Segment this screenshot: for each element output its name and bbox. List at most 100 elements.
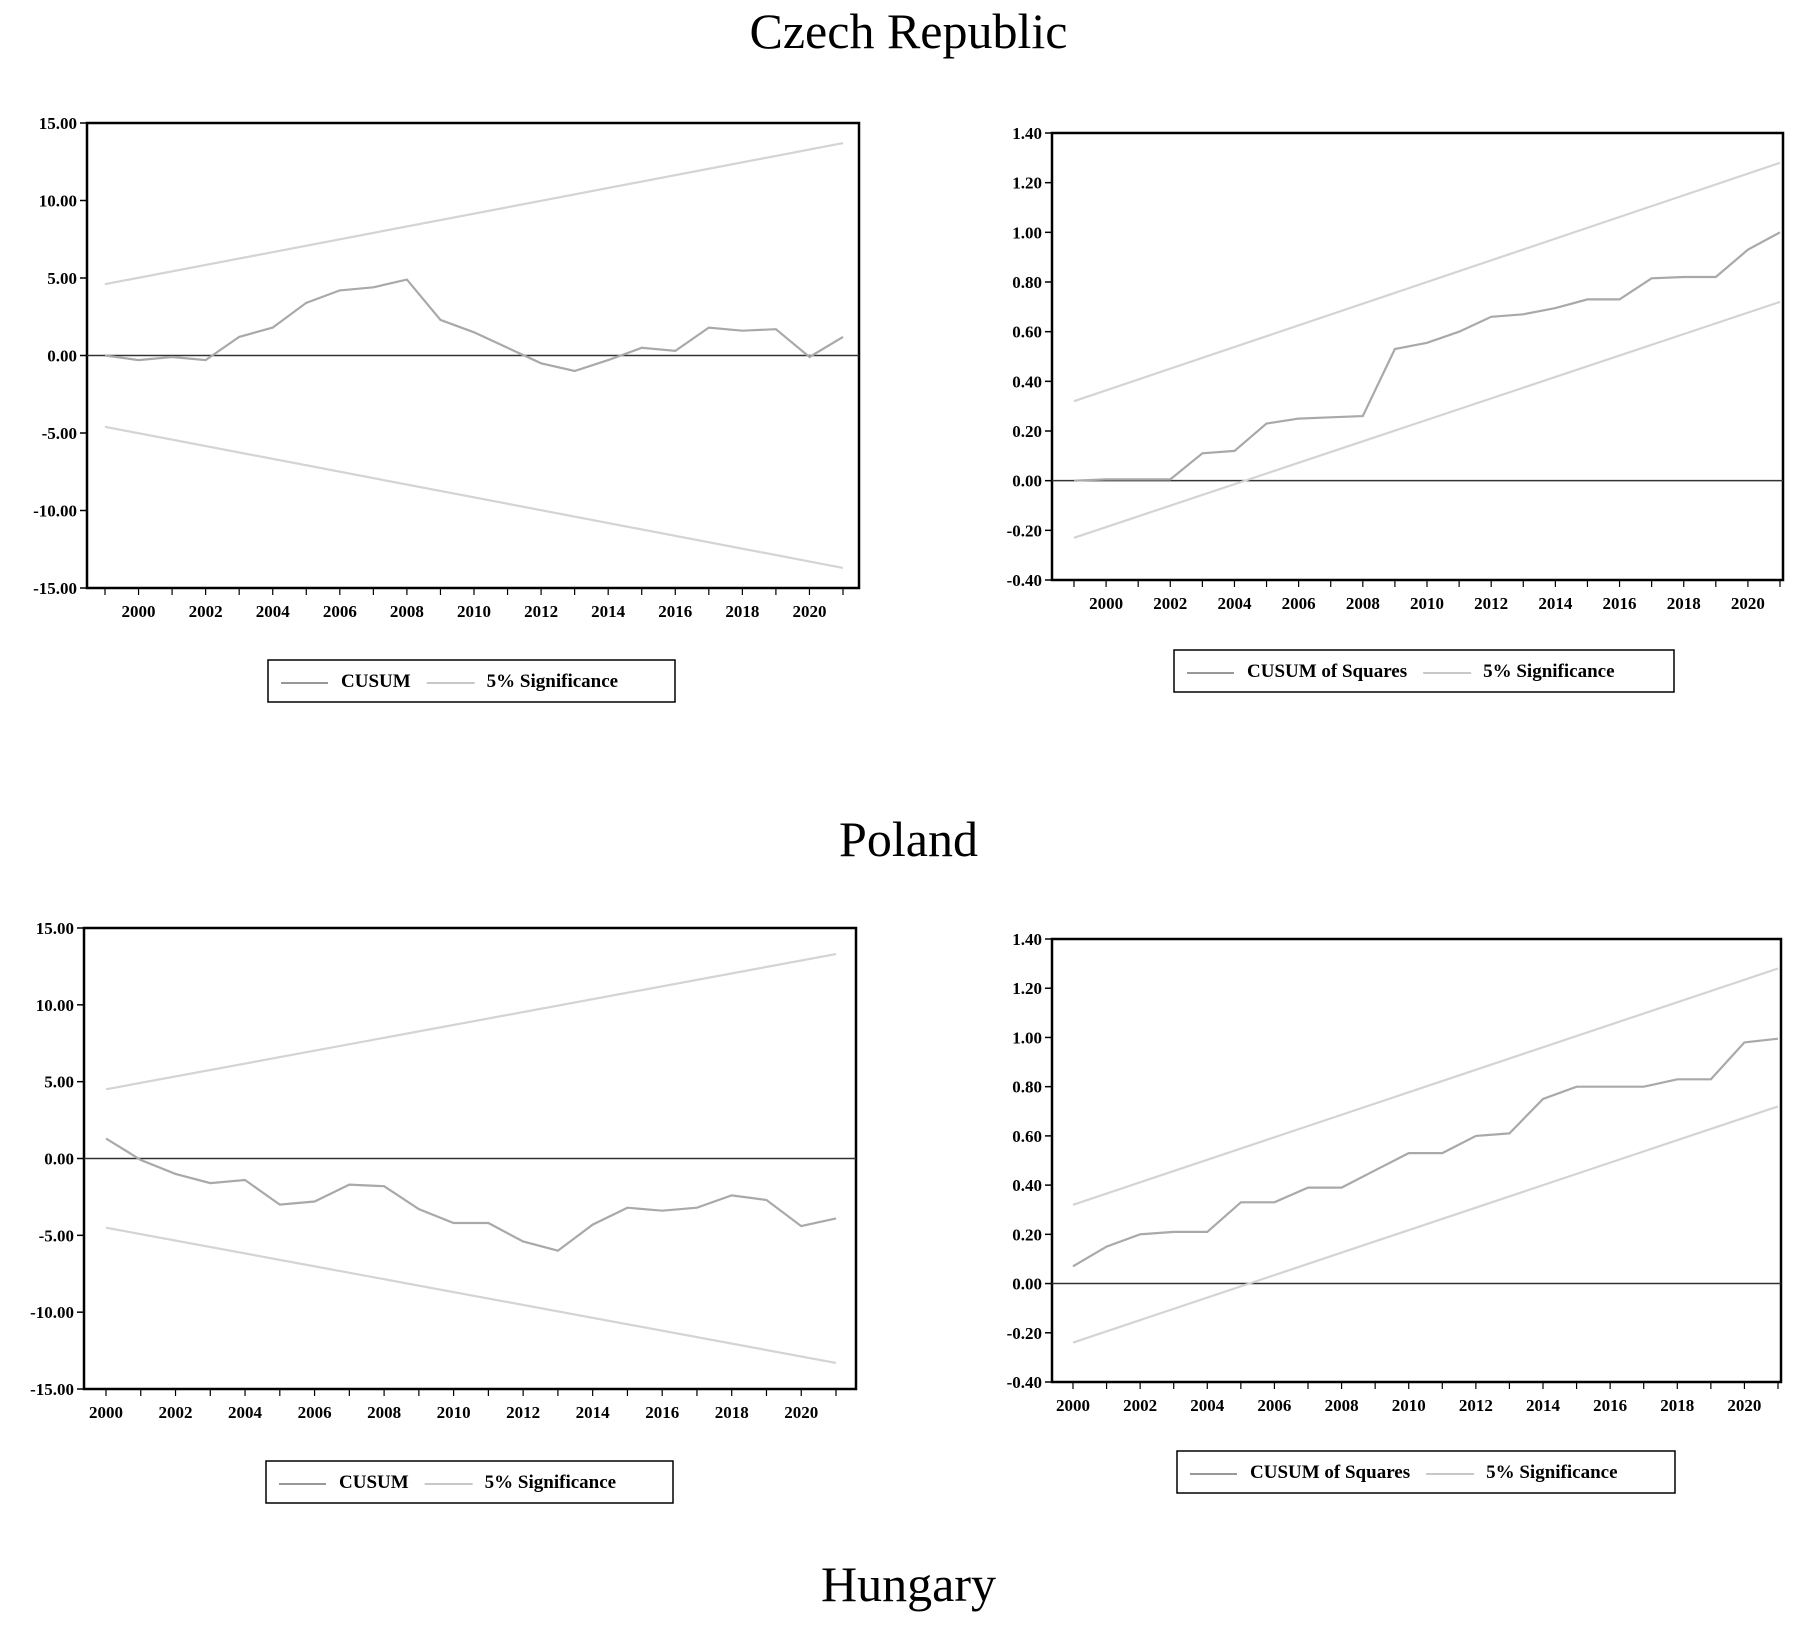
legend-box xyxy=(267,659,676,703)
x-tick-label: 2006 xyxy=(323,602,357,621)
y-tick-label: 0.40 xyxy=(1012,1176,1042,1195)
x-tick-label: 2018 xyxy=(1667,594,1701,613)
y-tick-label: 0.80 xyxy=(1012,1078,1042,1097)
y-tick-label: -0.20 xyxy=(1007,1324,1042,1343)
y-tick-label: 10.00 xyxy=(39,192,77,211)
plot-frame xyxy=(1050,131,1785,582)
y-tick-label: 15.00 xyxy=(36,919,74,938)
legend-box xyxy=(1173,649,1675,693)
y-tick-label: 0.20 xyxy=(1012,1225,1042,1244)
significance-band-lower xyxy=(1073,300,1781,539)
y-tick-label: 15.00 xyxy=(39,114,77,133)
x-tick-label: 2020 xyxy=(1731,594,1765,613)
y-tick-label: 5.00 xyxy=(44,1073,74,1092)
x-tick-label: 2016 xyxy=(1593,1396,1627,1415)
x-tick-label: 2014 xyxy=(1538,594,1573,613)
series-line-pl-cusum xyxy=(105,1137,837,1252)
x-tick-label: 2010 xyxy=(1392,1396,1426,1415)
x-tick-label: 2016 xyxy=(658,602,692,621)
series-line-cz-cusum xyxy=(104,278,844,373)
x-tick-label: 2012 xyxy=(1474,594,1508,613)
x-tick-label: 2000 xyxy=(1056,1396,1090,1415)
legend: CUSUM 5% Significance xyxy=(265,1460,674,1504)
x-tick-label: 2004 xyxy=(1190,1396,1225,1415)
x-tick-label: 2014 xyxy=(591,602,626,621)
x-tick-label: 2018 xyxy=(1660,1396,1694,1415)
x-tick-label: 2016 xyxy=(1603,594,1637,613)
significance-band-upper xyxy=(104,142,844,286)
legend: CUSUM of Squares 5% Significance xyxy=(1173,649,1675,693)
y-tick-label: 0.00 xyxy=(1012,472,1042,491)
y-tick-label: 0.00 xyxy=(1012,1275,1042,1294)
significance-band-upper xyxy=(1073,161,1781,403)
legend-label-series: CUSUM of Squares xyxy=(1250,1462,1410,1483)
x-tick-label: 2008 xyxy=(1325,1396,1359,1415)
y-tick-label: 0.40 xyxy=(1012,372,1042,391)
x-tick-label: 2004 xyxy=(1217,594,1252,613)
y-tick-label: -10.00 xyxy=(33,502,77,521)
y-tick-label: 0.00 xyxy=(44,1150,74,1169)
significance-band-lower xyxy=(105,1226,837,1364)
x-tick-label: 2008 xyxy=(1346,594,1380,613)
x-tick-label: 2014 xyxy=(576,1403,611,1422)
cz-cusum-chart: 15.00 10.00 5.00 0.00 -5.00 -10.00 -15.00 2000 2… xyxy=(33,114,861,703)
x-tick-label: 2010 xyxy=(457,602,491,621)
x-tick-label: 2010 xyxy=(1410,594,1444,613)
y-tick-label: 1.40 xyxy=(1012,930,1042,949)
x-tick-label: 2002 xyxy=(159,1403,193,1422)
y-tick-label: 10.00 xyxy=(36,996,74,1015)
title-poland: Poland xyxy=(839,811,978,867)
y-tick-label: 1.40 xyxy=(1012,124,1042,143)
legend-label-series: CUSUM xyxy=(341,671,411,692)
y-tick-label: -15.00 xyxy=(33,579,77,598)
y-tick-label: 1.20 xyxy=(1012,174,1042,193)
y-tick-label: 1.00 xyxy=(1012,1028,1042,1047)
legend-box xyxy=(265,1460,674,1504)
x-tick-label: 2012 xyxy=(506,1403,540,1422)
y-tick-label: -0.20 xyxy=(1007,521,1042,540)
legend-box xyxy=(1176,1450,1676,1494)
y-tick-label: -0.40 xyxy=(1007,1373,1042,1392)
y-tick-label: 5.00 xyxy=(47,269,77,288)
pl-cusum-chart: 15.00 10.00 5.00 0.00 -5.00 -10.00 -15.00 2000 2… xyxy=(30,919,858,1504)
y-tick-label: -5.00 xyxy=(42,424,77,443)
y-tick-label: 1.20 xyxy=(1012,979,1042,998)
y-tick-label: -15.00 xyxy=(30,1380,74,1399)
significance-band-lower xyxy=(1072,1105,1779,1344)
legend-label-band: 5% Significance xyxy=(485,1472,616,1493)
x-tick-label: 2020 xyxy=(792,602,826,621)
legend-label-band: 5% Significance xyxy=(487,671,618,692)
x-tick-label: 2010 xyxy=(437,1403,471,1422)
legend-label-band: 5% Significance xyxy=(1483,661,1614,682)
y-tick-label: 0.60 xyxy=(1012,1127,1042,1146)
x-tick-label: 2014 xyxy=(1526,1396,1561,1415)
x-tick-label: 2002 xyxy=(1123,1396,1157,1415)
y-tick-label: -0.40 xyxy=(1007,571,1042,590)
cz-cusumsq-chart: 1.40 1.20 1.00 0.80 0.60 0.40 0.20 0.00 -0.20 -0.… xyxy=(1007,124,1785,693)
x-tick-label: 2008 xyxy=(367,1403,401,1422)
x-tick-label: 2004 xyxy=(256,602,291,621)
x-tick-label: 2000 xyxy=(122,602,156,621)
x-tick-label: 2000 xyxy=(89,1403,123,1422)
y-tick-label: 0.20 xyxy=(1012,422,1042,441)
x-tick-label: 2006 xyxy=(298,1403,332,1422)
y-tick-label: -10.00 xyxy=(30,1303,74,1322)
x-tick-label: 2002 xyxy=(189,602,223,621)
x-tick-label: 2008 xyxy=(390,602,424,621)
significance-band-lower xyxy=(104,425,844,569)
y-tick-label: 0.80 xyxy=(1012,273,1042,292)
x-tick-label: 2002 xyxy=(1153,594,1187,613)
significance-band-upper xyxy=(105,953,837,1091)
plot-frame xyxy=(1050,937,1783,1384)
legend: CUSUM of Squares 5% Significance xyxy=(1176,1450,1676,1494)
pl-cusumsq-chart: 1.40 1.20 1.00 0.80 0.60 0.40 0.20 0.00 -0.20 -0.… xyxy=(1007,930,1783,1494)
series-line-cz-cusumsq xyxy=(1073,231,1781,482)
x-tick-label: 2020 xyxy=(1727,1396,1761,1415)
x-tick-label: 2004 xyxy=(228,1403,263,1422)
x-tick-label: 2018 xyxy=(725,602,759,621)
legend: CUSUM 5% Significance xyxy=(267,659,676,703)
legend-label-series: CUSUM xyxy=(339,1472,409,1493)
x-tick-label: 2016 xyxy=(645,1403,679,1422)
x-tick-label: 2018 xyxy=(715,1403,749,1422)
